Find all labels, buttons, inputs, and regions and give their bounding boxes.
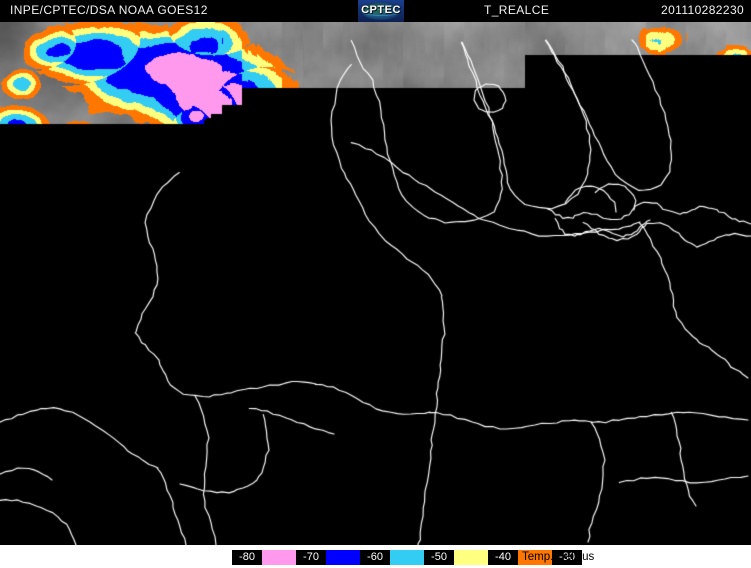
legend-label-1: -70 bbox=[296, 550, 326, 565]
legend-swatch-yellow bbox=[454, 550, 488, 565]
header-timestamp-label: 201110282230 bbox=[661, 3, 745, 17]
legend-swatch-blue bbox=[326, 550, 360, 565]
temperature-legend: -80 -70 -60 -50 -40 -30 bbox=[232, 550, 582, 565]
legend-swatch-orange bbox=[518, 550, 552, 565]
legend-label-3: -50 bbox=[424, 550, 454, 565]
legend-label-0: -80 bbox=[232, 550, 262, 565]
legend-units-label: Temp. Celsius bbox=[522, 551, 595, 563]
legend-label-4: -40 bbox=[488, 550, 518, 565]
satellite-imagery-panel bbox=[0, 22, 751, 545]
legend-label-5: -30 bbox=[552, 550, 582, 565]
cptec-logo: CPTEC bbox=[358, 0, 404, 22]
legend-swatch-violet-pink bbox=[262, 550, 296, 565]
header-product-label: T_REALCE bbox=[484, 3, 550, 17]
legend-label-2: -60 bbox=[360, 550, 390, 565]
cptec-logo-text: CPTEC bbox=[361, 4, 401, 16]
header-source-label: INPE/CPTEC/DSA NOAA GOES12 bbox=[10, 3, 208, 17]
globe-icon bbox=[361, 2, 401, 20]
legend-swatch-cyan bbox=[390, 550, 424, 565]
header-bar: INPE/CPTEC/DSA NOAA GOES12 CPTEC T_REALC… bbox=[0, 0, 751, 22]
satellite-imagery-canvas bbox=[0, 22, 751, 545]
